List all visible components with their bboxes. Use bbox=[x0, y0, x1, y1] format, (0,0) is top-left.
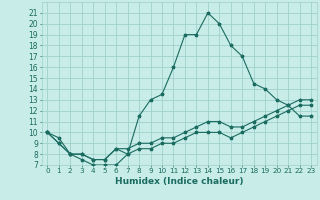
X-axis label: Humidex (Indice chaleur): Humidex (Indice chaleur) bbox=[115, 177, 244, 186]
